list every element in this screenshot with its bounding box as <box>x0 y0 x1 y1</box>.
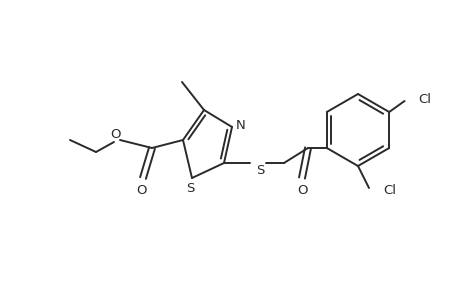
Text: O: O <box>111 128 121 140</box>
Text: S: S <box>185 182 194 194</box>
Text: N: N <box>235 118 246 131</box>
Text: O: O <box>136 184 147 197</box>
Text: S: S <box>255 164 263 176</box>
Text: O: O <box>297 184 308 197</box>
Text: Cl: Cl <box>418 92 431 106</box>
Text: Cl: Cl <box>382 184 395 197</box>
